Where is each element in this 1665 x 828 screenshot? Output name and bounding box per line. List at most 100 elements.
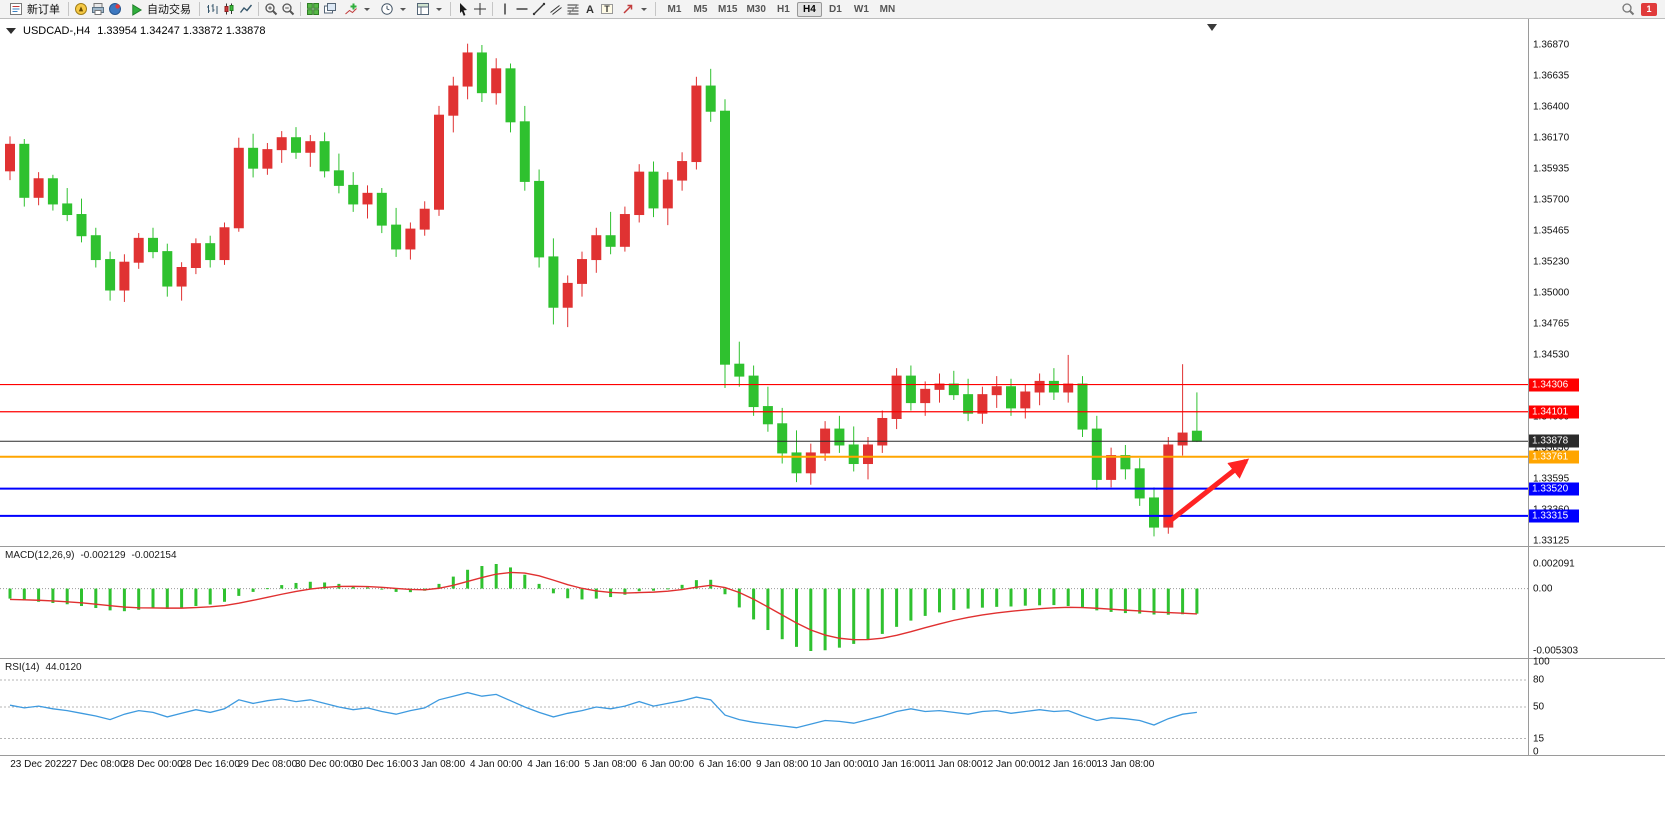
horizontal-line-tool-icon[interactable] bbox=[514, 1, 530, 17]
metaeditor-icon[interactable] bbox=[73, 1, 89, 17]
new-order-icon bbox=[8, 1, 24, 17]
zoom-out-icon[interactable] bbox=[280, 1, 296, 17]
chart-window: 1.36870 1.36635 1.36400 1.36170 1.35935 1.357… bbox=[0, 19, 1665, 776]
dropdown-caret bbox=[364, 7, 370, 11]
macd-name: MACD(12,26,9) bbox=[5, 550, 75, 561]
svg-text:T: T bbox=[604, 4, 610, 14]
price-axis-label: 1.36635 bbox=[1533, 70, 1570, 82]
time-axis-label: 30 Dec 00:00 bbox=[294, 759, 355, 770]
price-tag-1.33761: 1.33761 bbox=[1529, 450, 1579, 464]
bar-chart-icon[interactable] bbox=[204, 1, 220, 17]
templates-button[interactable] bbox=[411, 1, 446, 18]
time-axis-label: 28 Dec 16:00 bbox=[180, 759, 240, 770]
new-order-label: 新订单 bbox=[27, 4, 60, 16]
price-tag-1.34101: 1.34101 bbox=[1529, 405, 1579, 419]
timeframe-group: M1 M5 M15 M30 H1 H4 D1 W1 MN bbox=[662, 1, 900, 17]
rsi-label: RSI(14) 44.0120 bbox=[5, 662, 82, 673]
symbol-period: USDCAD-,H4 bbox=[23, 25, 91, 37]
time-axis-label: 27 Dec 08:00 bbox=[66, 759, 126, 770]
timeframe-m5[interactable]: M5 bbox=[693, 3, 708, 15]
dropdown-caret bbox=[400, 7, 406, 11]
dropdown-caret bbox=[436, 7, 442, 11]
cursor-icon[interactable] bbox=[455, 1, 471, 17]
auto-trading-button[interactable]: 自动交易 bbox=[124, 1, 195, 18]
zoom-in-icon[interactable] bbox=[263, 1, 279, 17]
price-tag-1.34306: 1.34306 bbox=[1529, 378, 1579, 392]
text-tool-icon[interactable]: A bbox=[582, 1, 598, 17]
price-axis-label: 1.35230 bbox=[1533, 256, 1570, 268]
search-icon[interactable] bbox=[1620, 1, 1636, 17]
rsi-axis: 100 80 50 15 0 bbox=[1528, 656, 1665, 758]
timeframe-m30[interactable]: M30 bbox=[746, 3, 766, 15]
new-order-button[interactable]: 新订单 bbox=[4, 1, 64, 18]
time-axis[interactable]: 23 Dec 2022 27 Dec 08:00 28 Dec 00:00 28 De… bbox=[0, 756, 1665, 776]
timeframe-h1[interactable]: H1 bbox=[777, 3, 790, 15]
time-axis-label: 5 Jan 08:00 bbox=[584, 759, 637, 770]
time-axis-label: 13 Jan 08:00 bbox=[1096, 759, 1155, 770]
trendline-tool-icon[interactable] bbox=[531, 1, 547, 17]
price-axis-label: 1.35465 bbox=[1533, 225, 1570, 237]
candle-chart-icon[interactable] bbox=[221, 1, 237, 17]
equidistant-channel-tool-icon[interactable] bbox=[548, 1, 564, 17]
line-chart-icon[interactable] bbox=[238, 1, 254, 17]
time-axis-label: 4 Jan 00:00 bbox=[470, 759, 523, 770]
price-axis-label: 1.35700 bbox=[1533, 194, 1570, 206]
one-click-trading-icon[interactable] bbox=[6, 28, 16, 34]
time-axis-label: 30 Dec 16:00 bbox=[352, 759, 412, 770]
chart-shift-marker[interactable] bbox=[1207, 24, 1217, 31]
timeframe-mn[interactable]: MN bbox=[879, 3, 896, 15]
price-axis-label: 1.34765 bbox=[1533, 318, 1570, 330]
macd-signal-line bbox=[9, 571, 1197, 641]
print-icon[interactable] bbox=[90, 1, 106, 17]
timeframe-m1[interactable]: M1 bbox=[667, 3, 682, 15]
time-axis-label: 9 Jan 08:00 bbox=[756, 759, 809, 770]
timeframe-h4[interactable]: H4 bbox=[796, 1, 822, 17]
candlestick-chart[interactable] bbox=[0, 19, 1528, 546]
arrange-windows-icon[interactable] bbox=[322, 1, 338, 17]
community-icon[interactable] bbox=[107, 1, 123, 17]
time-axis-label: 29 Dec 08:00 bbox=[237, 759, 298, 770]
price-pane: 1.36870 1.36635 1.36400 1.36170 1.35935 1.357… bbox=[0, 19, 1665, 547]
time-axis-label: 6 Jan 00:00 bbox=[641, 759, 694, 770]
text-label-tool-icon[interactable]: T bbox=[599, 1, 615, 17]
rsi-axis-label: 100 bbox=[1533, 656, 1550, 668]
time-axis-label: 12 Jan 16:00 bbox=[1039, 759, 1098, 770]
toolbar-separator bbox=[68, 2, 69, 16]
fibonacci-tool-icon[interactable] bbox=[565, 1, 581, 17]
ohlc-values: 1.33954 1.34247 1.33872 1.33878 bbox=[97, 25, 266, 37]
time-axis-label: 12 Jan 00:00 bbox=[982, 759, 1040, 770]
indicators-button[interactable] bbox=[339, 1, 374, 18]
timeframe-m15[interactable]: M15 bbox=[718, 3, 738, 15]
vertical-line-tool-icon[interactable] bbox=[497, 1, 513, 17]
toolbar-separator bbox=[655, 2, 656, 16]
toolbar-separator bbox=[492, 2, 493, 16]
toolbar-separator bbox=[300, 2, 301, 16]
macd-label: MACD(12,26,9) -0.002129 -0.002154 bbox=[5, 550, 177, 561]
rsi-chart[interactable] bbox=[0, 659, 1528, 755]
time-axis-label: 4 Jan 16:00 bbox=[527, 759, 580, 770]
auto-trading-label: 自动交易 bbox=[147, 4, 191, 16]
arrows-tool-button[interactable] bbox=[616, 1, 651, 18]
indicators-add-icon bbox=[343, 1, 359, 17]
macd-axis-label: -0.005303 bbox=[1533, 645, 1579, 657]
price-axis-label: 1.33595 bbox=[1533, 473, 1570, 485]
arrow-tool-icon bbox=[620, 1, 636, 17]
macd-axis: 0.002091 0.00 -0.005303 bbox=[1528, 547, 1665, 658]
macd-chart[interactable] bbox=[0, 547, 1528, 658]
toolbar-separator bbox=[258, 2, 259, 16]
timeframe-w1[interactable]: W1 bbox=[853, 3, 869, 15]
price-axis-label: 1.36170 bbox=[1533, 132, 1570, 144]
annotation-arrow[interactable] bbox=[1164, 458, 1250, 526]
crosshair-icon[interactable] bbox=[472, 1, 488, 17]
periods-button[interactable] bbox=[375, 1, 410, 18]
price-axis-label: 1.33125 bbox=[1533, 535, 1570, 547]
notification-badge[interactable]: 1 bbox=[1641, 2, 1657, 16]
tile-windows-icon[interactable] bbox=[305, 1, 321, 17]
timeframe-d1[interactable]: D1 bbox=[829, 3, 842, 15]
price-tag-1.33315: 1.33315 bbox=[1529, 509, 1579, 523]
rsi-axis-label: 80 bbox=[1533, 674, 1545, 686]
price-axis-label: 1.36400 bbox=[1533, 101, 1570, 113]
price-axis-label: 1.36870 bbox=[1533, 39, 1570, 51]
dropdown-caret bbox=[641, 7, 647, 11]
toolbar-separator bbox=[199, 2, 200, 16]
